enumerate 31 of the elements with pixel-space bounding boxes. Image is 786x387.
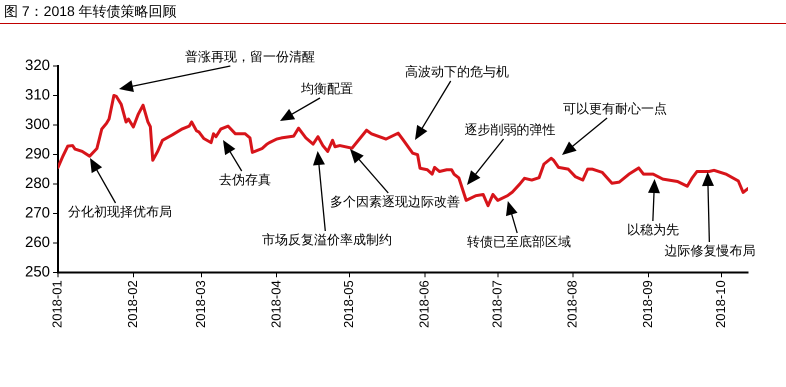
- chart-title: 图 7：2018 年转债策略回顾: [4, 3, 177, 21]
- annotation: 边际修复慢布局: [664, 243, 756, 259]
- annotation: 高波动下的危与机: [405, 64, 509, 80]
- annotation: 转债已至底部区域: [467, 234, 571, 250]
- annotation: 以稳为先: [627, 222, 679, 238]
- y-tick-label: 250: [24, 263, 50, 280]
- annotation: 去伪存真: [219, 172, 271, 188]
- x-tick-label: 2018-10: [712, 280, 728, 328]
- y-tick-label: 270: [24, 204, 50, 222]
- annotation: 可以更有耐心一点: [563, 101, 667, 117]
- x-tick-label: 2018-08: [564, 280, 580, 328]
- y-tick-label: 300: [24, 116, 50, 134]
- x-tick-label: 2018-02: [124, 280, 140, 328]
- y-tick-label: 310: [24, 86, 50, 104]
- x-tick-label: 2018-06: [416, 280, 432, 328]
- text: 普涨再现，留一份清醒: [185, 49, 315, 65]
- annotation: 多个因素逐现边际改善: [330, 194, 460, 210]
- x-tick-label: 2018-07: [489, 280, 504, 328]
- annotation: 分化初现择优布局: [68, 204, 172, 220]
- y-tick-label: 280: [24, 175, 50, 192]
- x-tick-label: 2018-05: [341, 280, 356, 328]
- y-tick-label: 260: [24, 234, 50, 251]
- x-tick-label: 2018-04: [268, 280, 284, 328]
- x-tick-label: 2018-03: [192, 280, 208, 328]
- annotation: 均衡配置: [301, 81, 353, 97]
- annotation: 市场反复溢价率成制约: [262, 232, 392, 248]
- x-tick-label: 2018-01: [50, 280, 65, 328]
- x-tick-label: 2018-09: [640, 280, 655, 328]
- annotation: 逐步削弱的弹性: [464, 122, 556, 138]
- y-tick-label: 290: [24, 146, 50, 163]
- y-tick-label: 320: [24, 57, 50, 74]
